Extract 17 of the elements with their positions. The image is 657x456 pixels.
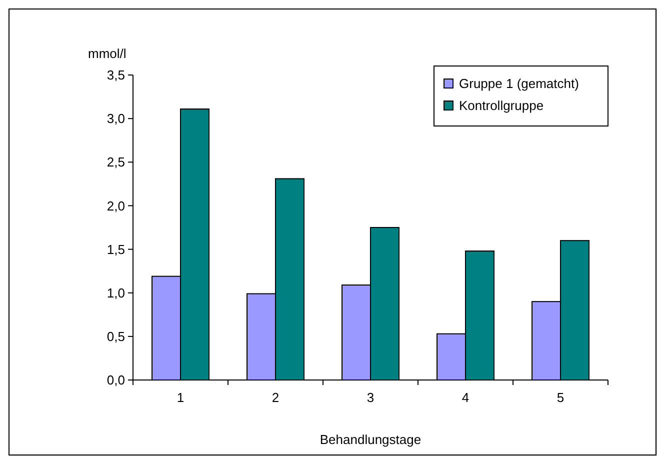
y-tick-label: 1,5 [106, 242, 125, 257]
y-axis-title: mmol/l [88, 46, 126, 61]
legend-label: Kontrollgruppe [459, 98, 544, 113]
y-tick-label: 0,0 [106, 372, 125, 388]
legend-label: Gruppe 1 (gematcht) [459, 76, 579, 91]
y-tick-label: 2,5 [106, 154, 125, 170]
y-tick-label: 1,0 [106, 285, 125, 300]
y-tick-label: 0,5 [106, 328, 125, 344]
y-tick-label: 3,5 [106, 68, 125, 83]
y-tick-label: 2,0 [106, 198, 125, 214]
x-tick-label: 4 [462, 390, 470, 405]
x-tick-label: 3 [366, 390, 374, 405]
x-axis-title: Behandlungstage [320, 432, 422, 447]
x-tick-label: 1 [176, 390, 184, 405]
y-tick-label: 3,0 [106, 111, 125, 126]
x-tick-label: 2 [272, 390, 280, 405]
x-tick-label: 5 [556, 390, 564, 405]
